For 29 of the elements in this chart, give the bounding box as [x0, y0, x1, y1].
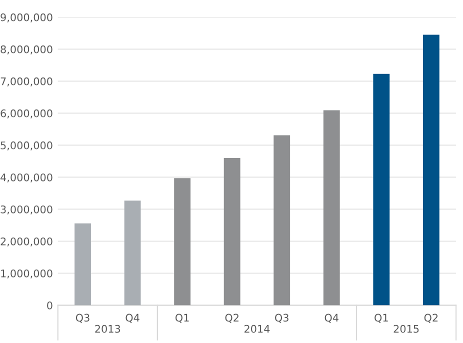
bar [174, 178, 191, 306]
bar [224, 158, 240, 306]
bar [124, 200, 141, 306]
y-tick-label: 3,000,000 [0, 205, 52, 214]
bar [274, 135, 290, 306]
x-tick-label: Q2 [424, 314, 438, 323]
bar [373, 74, 390, 306]
y-tick-label: 4,000,000 [0, 173, 52, 182]
y-tick-label: 6,000,000 [0, 109, 52, 118]
y-tick-label: 9,000,000 [0, 13, 52, 22]
text: 2014 [244, 324, 270, 333]
bar [323, 110, 340, 306]
x-tick-label: Q4 [126, 314, 140, 323]
x-tick-label: Q3 [76, 314, 90, 323]
text: 2015 [394, 324, 419, 333]
y-tick-label: 1,000,000 [1, 269, 52, 278]
text: 2013 [95, 324, 120, 333]
x-tick-label: Q3 [275, 314, 288, 323]
bar [74, 223, 91, 306]
y-tick-label: 0 [47, 301, 52, 310]
bar [422, 34, 440, 306]
y-tick-label: 2,000,000 [0, 237, 52, 246]
x-tick-label: Q1 [175, 314, 189, 323]
y-tick-label: 7,000,000 [0, 77, 52, 86]
x-tick-label: Q2 [225, 314, 238, 323]
y-tick-label: 5,000,000 [0, 141, 52, 150]
x-tick-label: Q4 [324, 314, 338, 323]
x-tick-label: Q1 [374, 314, 388, 323]
y-tick-label: 8,000,000 [0, 45, 52, 54]
